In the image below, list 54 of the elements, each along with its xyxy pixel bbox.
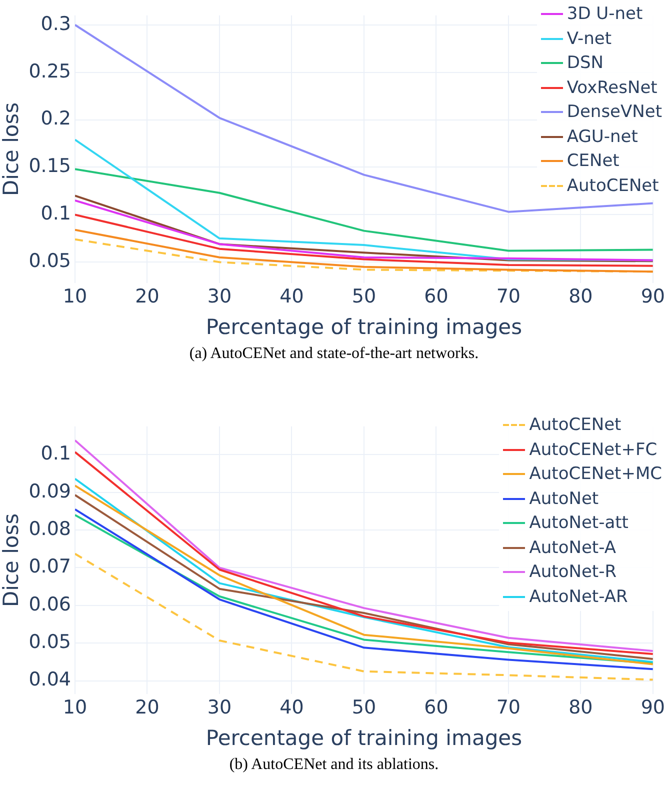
legend-label: AutoCENet+MC xyxy=(529,464,662,484)
y-tick-label: 0.1 xyxy=(40,202,71,225)
x-tick-label: 30 xyxy=(207,285,232,308)
x-tick-label: 50 xyxy=(352,696,376,718)
legend-label: AutoNet-att xyxy=(529,513,628,533)
y-tick-label: 0.07 xyxy=(28,556,71,578)
x-tick-label: 80 xyxy=(568,285,593,308)
legend-label: AutoNet xyxy=(529,488,599,508)
y-tick-label: 0.09 xyxy=(28,480,71,502)
y-axis-title: Dice loss xyxy=(0,102,24,196)
x-tick-label: 80 xyxy=(568,696,593,718)
x-tick-label: 20 xyxy=(135,696,160,718)
x-tick-label: 70 xyxy=(496,696,521,718)
x-tick-label: 10 xyxy=(62,285,88,308)
y-tick-label: 0.05 xyxy=(28,250,71,272)
x-tick-label: 70 xyxy=(496,285,521,308)
y-tick-label: 0.05 xyxy=(28,631,71,654)
legend-label: AutoNet-R xyxy=(529,562,617,582)
legend-label: DSN xyxy=(566,53,604,73)
legend-label: AutoNet-AR xyxy=(529,586,628,606)
text: (b) AutoCENet and its ablations. xyxy=(228,756,440,774)
x-tick-label: 40 xyxy=(280,285,304,308)
x-tick-label: 30 xyxy=(207,696,232,718)
y-tick-label: 0.08 xyxy=(28,518,71,540)
legend-label: V-net xyxy=(566,28,612,48)
y-tick-label: 0.06 xyxy=(28,593,71,616)
y-tick-label: 0.25 xyxy=(28,60,71,82)
line-series xyxy=(75,552,653,681)
legend-label: DenseVNet xyxy=(566,102,662,122)
y-axis-title: Dice loss xyxy=(0,513,24,608)
y-tick-label: 0.15 xyxy=(28,155,71,178)
legend-label: 3D U-net xyxy=(566,4,643,24)
legend-label: VoxResNet xyxy=(566,78,658,98)
legend-label: AGU-net xyxy=(566,126,638,146)
x-tick-label: 60 xyxy=(424,285,448,308)
legend-label: AutoCENet xyxy=(566,176,659,196)
x-tick-label: 50 xyxy=(352,285,376,308)
x-tick-label: 10 xyxy=(62,696,88,718)
legend-label: AutoCENet+FC xyxy=(529,440,658,460)
text: (a) AutoCENet and state-of-the-art networks. xyxy=(188,345,480,363)
x-axis-title: Percentage of training images xyxy=(206,726,522,750)
y-tick-label: 0.3 xyxy=(40,12,71,35)
y-tick-label: 0.1 xyxy=(40,442,71,465)
y-tick-label: 0.04 xyxy=(28,668,71,691)
x-tick-label: 60 xyxy=(424,696,448,718)
legend-label: CENet xyxy=(566,151,620,171)
legend-label: AutoNet-A xyxy=(529,538,616,558)
y-tick-label: 0.2 xyxy=(40,108,71,130)
x-tick-label: 90 xyxy=(640,285,666,308)
x-tick-label: 40 xyxy=(280,696,304,718)
legend-label: AutoCENet xyxy=(529,415,622,435)
x-axis-title: Percentage of training images xyxy=(206,314,522,339)
x-tick-label: 20 xyxy=(135,285,160,308)
x-tick-label: 90 xyxy=(640,696,666,718)
